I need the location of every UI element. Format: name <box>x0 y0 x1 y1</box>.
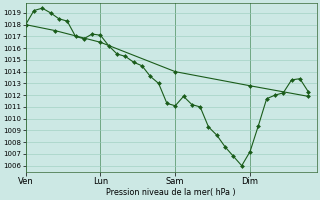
X-axis label: Pression niveau de la mer( hPa ): Pression niveau de la mer( hPa ) <box>106 188 236 197</box>
